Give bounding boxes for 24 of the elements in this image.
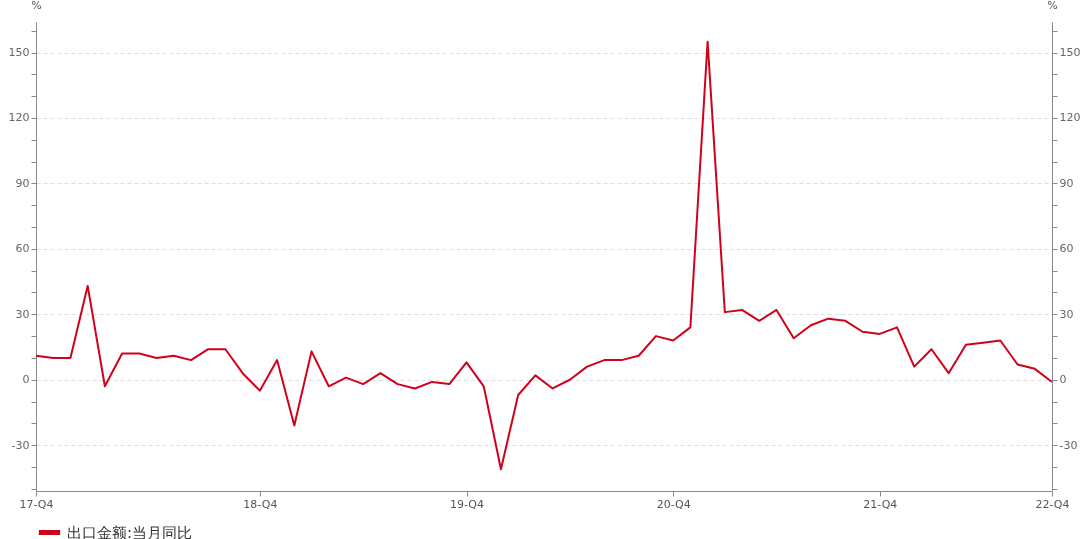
y-tick-label: 120 bbox=[8, 111, 30, 125]
y2-axis-title: % bbox=[1047, 0, 1058, 12]
x-tick-label: 20-Q4 bbox=[656, 497, 691, 511]
y2-tick-label: 90 bbox=[1059, 176, 1074, 190]
y-tick-label: 30 bbox=[15, 307, 30, 321]
y-axis-title: % bbox=[31, 0, 42, 12]
y2-tick-label: 60 bbox=[1059, 242, 1074, 256]
y2-tick-label: 0 bbox=[1059, 373, 1067, 387]
y-tick-label: 0 bbox=[22, 373, 30, 387]
x-tick-label: 17-Q4 bbox=[19, 497, 54, 511]
line-series bbox=[35, 40, 1053, 471]
y2-tick-label: 120 bbox=[1059, 111, 1080, 125]
x-tick-label: 22-Q4 bbox=[1035, 497, 1070, 511]
x-tick-label: 19-Q4 bbox=[449, 497, 485, 511]
y2-tick-label: 150 bbox=[1059, 46, 1080, 60]
x-tick-label: 21-Q4 bbox=[863, 497, 898, 511]
y-tick-label: 150 bbox=[8, 46, 30, 60]
x-tick-label: 18-Q4 bbox=[243, 497, 278, 511]
y2-tick-label: -30 bbox=[1059, 438, 1078, 452]
y-tick-label: 90 bbox=[15, 176, 30, 190]
y-tick-label: -30 bbox=[11, 438, 30, 452]
y2-tick-label: 30 bbox=[1059, 307, 1074, 321]
y-tick-label: 60 bbox=[15, 242, 30, 256]
legend-label: 出口金额:当月同比 bbox=[67, 523, 193, 539]
